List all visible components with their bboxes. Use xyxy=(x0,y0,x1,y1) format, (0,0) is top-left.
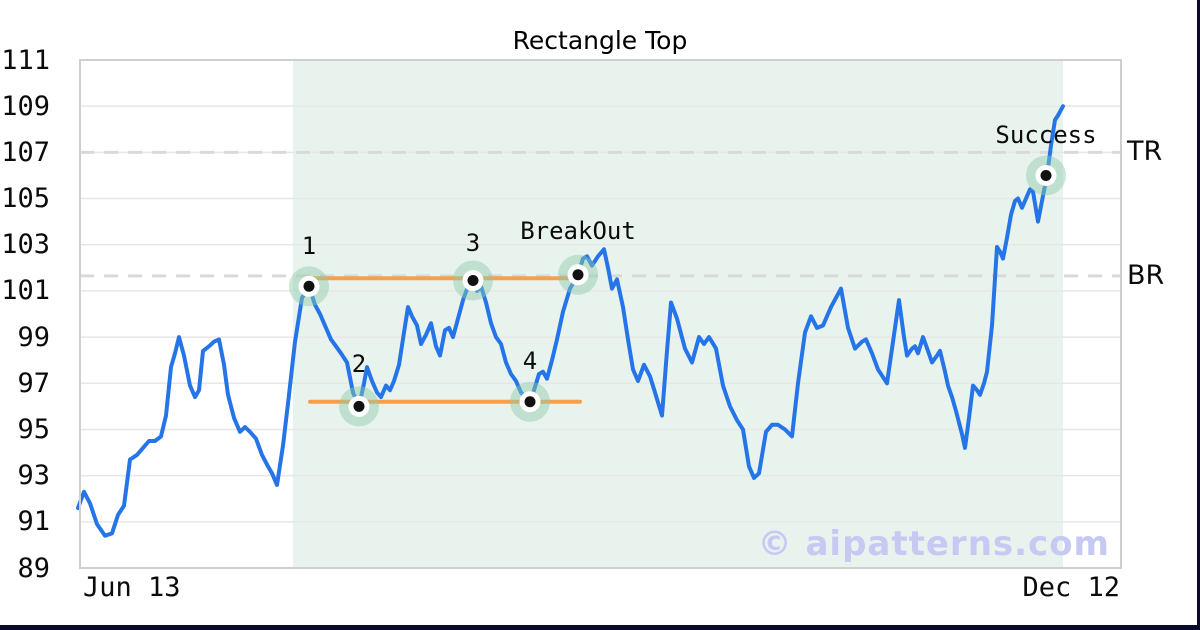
chart-title: Rectangle Top xyxy=(512,26,688,55)
marker-label-3: 3 xyxy=(465,228,481,257)
right-label-br: BR xyxy=(1127,259,1165,291)
accent-bottom-bar xyxy=(0,625,1200,630)
x-axis-label-end: Dec 12 xyxy=(1022,572,1120,603)
marker-dot-2 xyxy=(353,400,365,412)
y-tick-99: 99 xyxy=(17,321,50,353)
right-label-tr: TR xyxy=(1127,136,1163,168)
y-tick-93: 93 xyxy=(17,460,50,492)
y-tick-107: 107 xyxy=(1,136,50,168)
y-tick-111: 111 xyxy=(1,44,50,76)
marker-label-success: Success xyxy=(995,121,1097,150)
marker-label-2: 2 xyxy=(351,350,367,379)
y-tick-105: 105 xyxy=(1,183,50,215)
y-tick-95: 95 xyxy=(17,413,50,445)
y-tick-97: 97 xyxy=(17,367,50,399)
accent-right-edge xyxy=(1197,0,1200,630)
y-tick-109: 109 xyxy=(1,90,50,122)
marker-label-breakout: BreakOut xyxy=(520,216,636,245)
y-tick-101: 101 xyxy=(1,275,50,307)
marker-dot-3 xyxy=(467,275,479,287)
marker-label-1: 1 xyxy=(301,232,317,261)
marker-label-4: 4 xyxy=(522,346,538,375)
plot-border xyxy=(79,59,1122,569)
pattern-shaded-region xyxy=(293,60,1063,568)
y-tick-89: 89 xyxy=(17,552,50,584)
marker-dot-1 xyxy=(303,280,315,292)
marker-dot-4 xyxy=(524,396,536,408)
x-axis-label-start: Jun 13 xyxy=(83,572,181,603)
price-line xyxy=(76,104,1065,538)
marker-dot-breakout xyxy=(572,269,584,281)
y-tick-91: 91 xyxy=(17,506,50,538)
y-tick-103: 103 xyxy=(1,229,50,261)
watermark-text: © aipatterns.com xyxy=(757,524,1110,564)
marker-dot-success xyxy=(1040,169,1052,181)
